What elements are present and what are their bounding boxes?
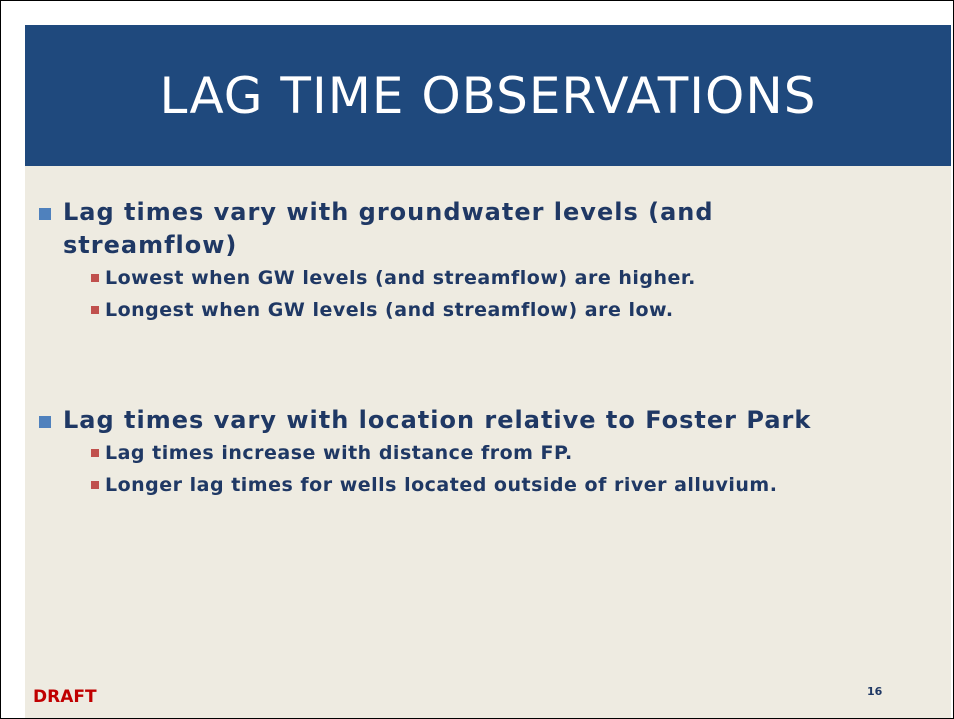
- bullet-text: Lag times vary with groundwater levels (…: [63, 198, 714, 259]
- bullet: Lag times vary with groundwater levels (…: [39, 196, 883, 326]
- draft-label: DRAFT: [33, 687, 97, 707]
- sub-bullet: Longest when GW levels (and streamflow) …: [91, 294, 883, 326]
- bullet-text: Lag times vary with location relative to…: [63, 406, 812, 434]
- sub-bullet: Longer lag times for wells located outsi…: [91, 469, 883, 501]
- slide-title: LAG TIME OBSERVATIONS: [25, 25, 951, 166]
- bullet: Lag times vary with location relative to…: [39, 404, 883, 501]
- sub-bullet: Lowest when GW levels (and streamflow) a…: [91, 262, 883, 294]
- page-number: 16: [867, 685, 883, 698]
- content-area: [25, 166, 951, 718]
- sub-bullet: Lag times increase with distance from FP…: [91, 437, 883, 469]
